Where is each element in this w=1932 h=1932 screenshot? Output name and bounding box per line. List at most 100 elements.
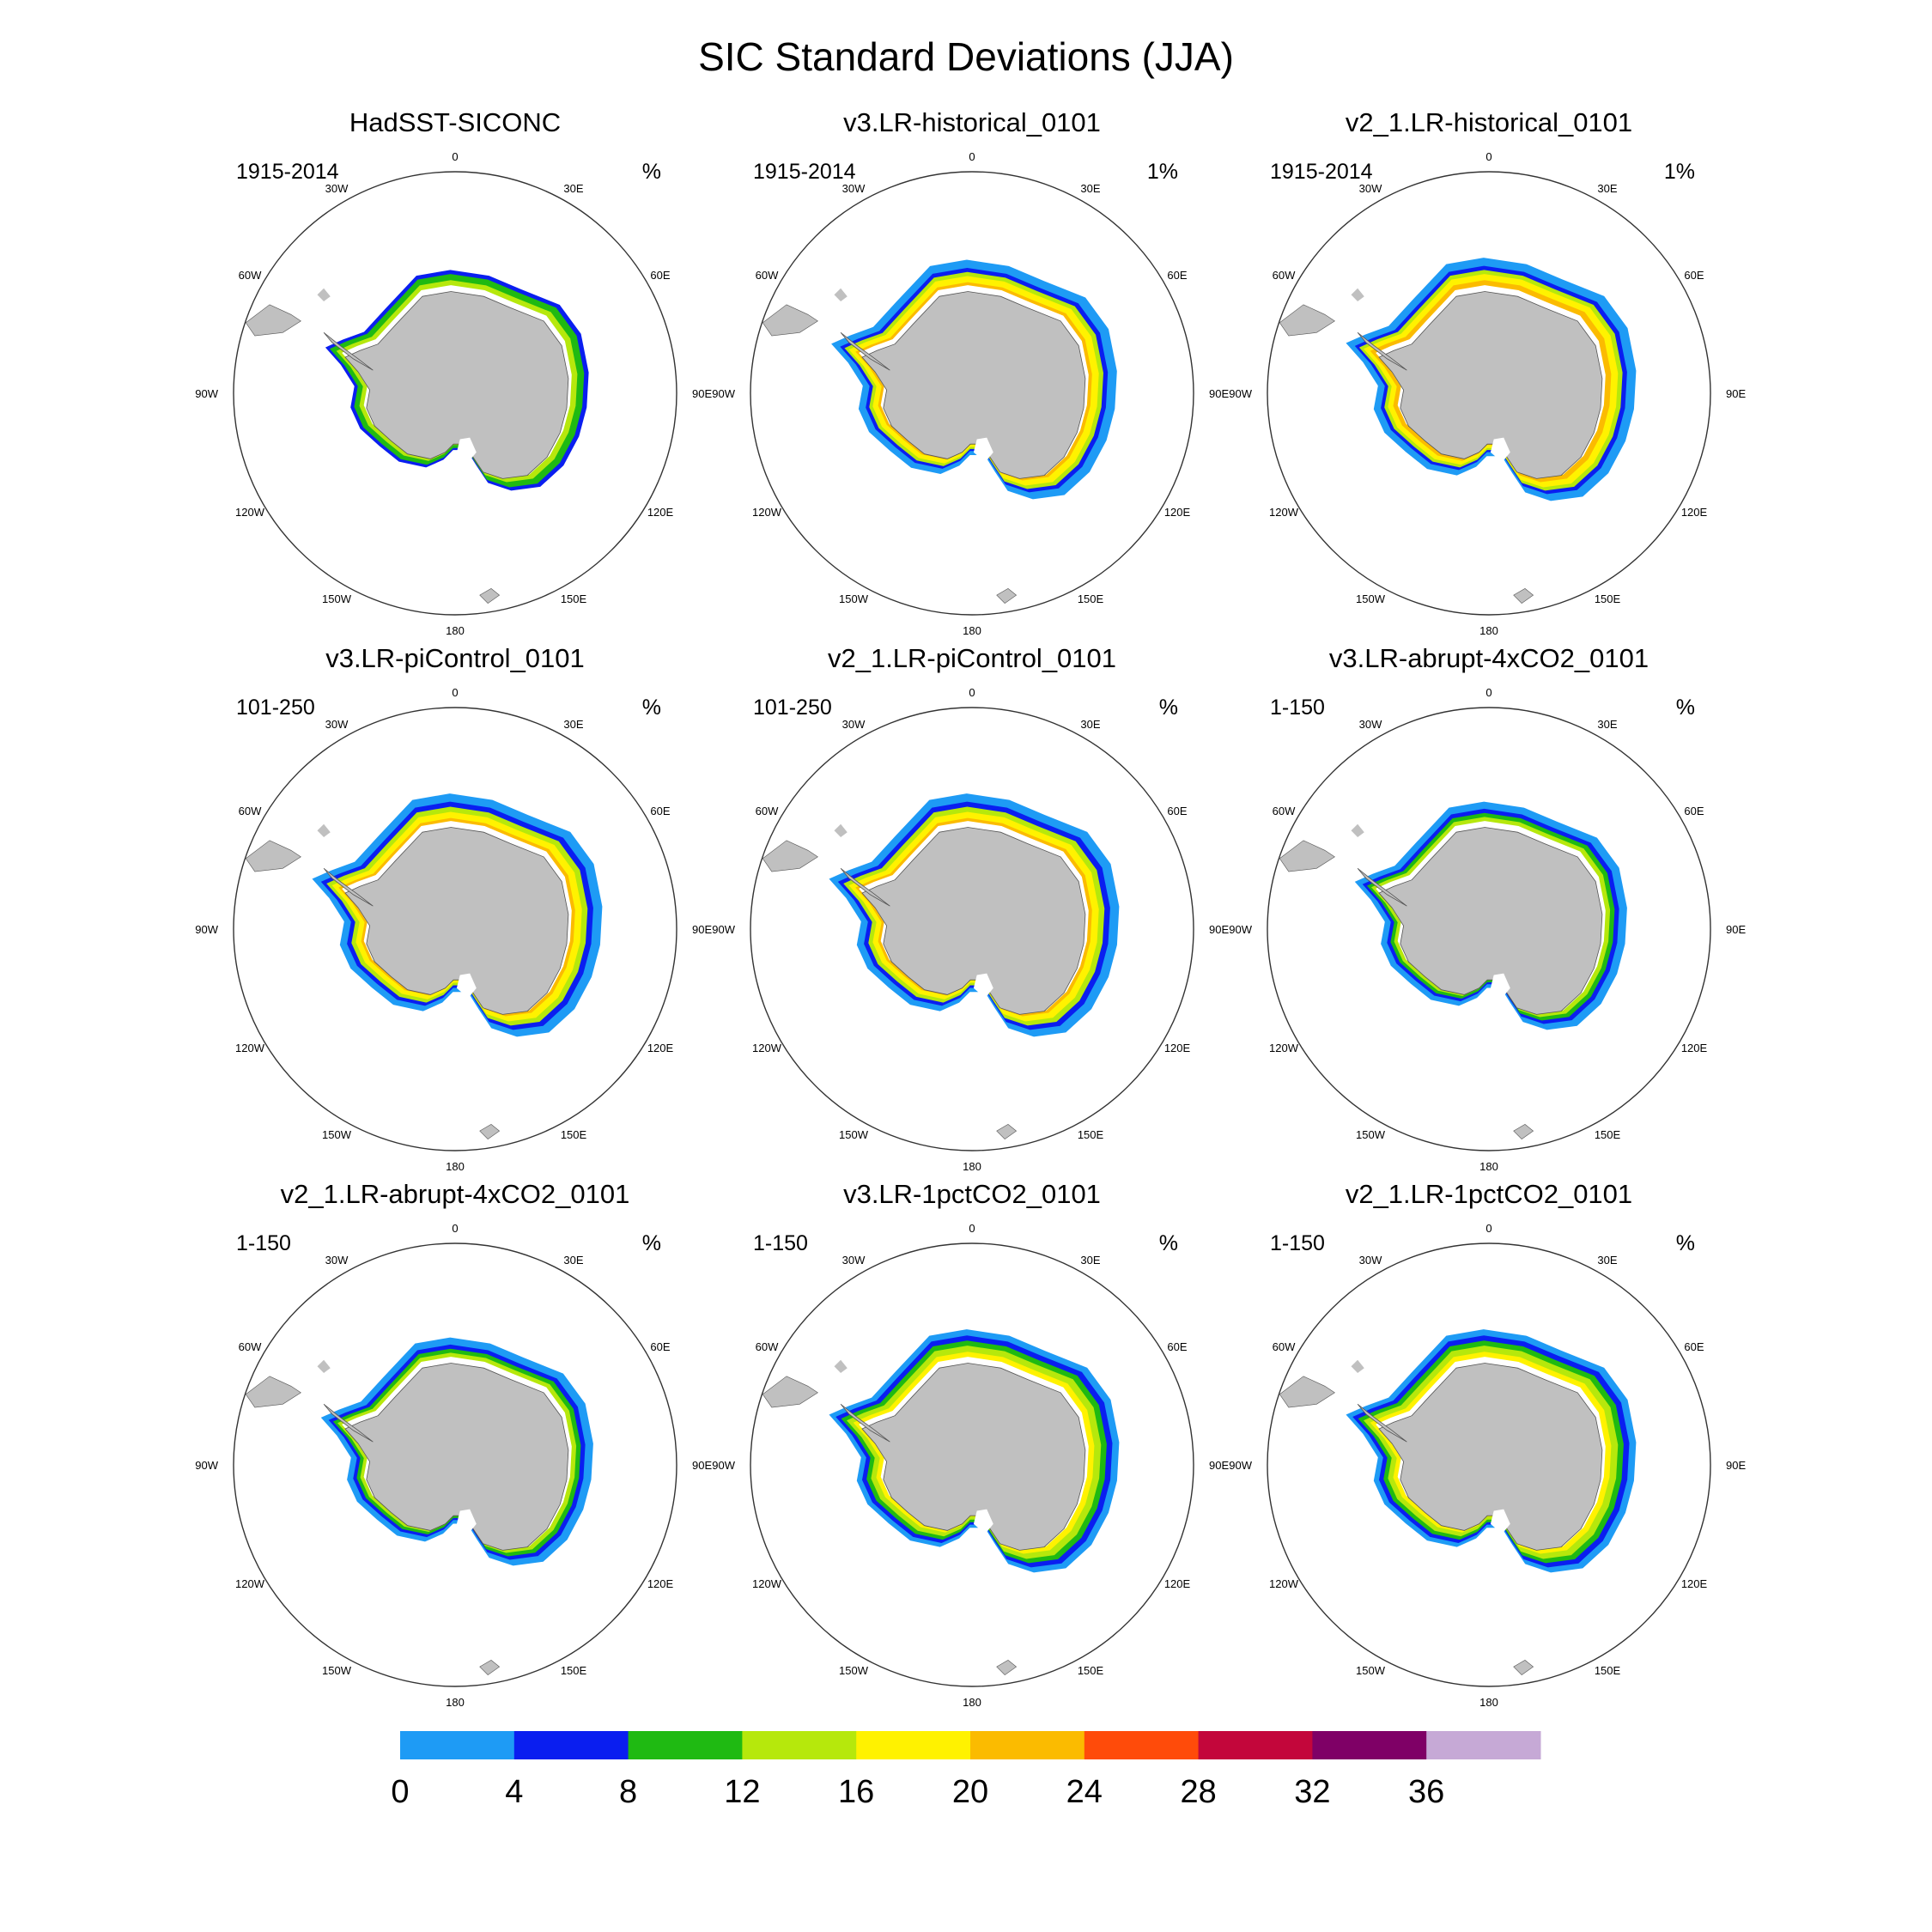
sea-ice-field bbox=[234, 708, 677, 1151]
new-zealand-land bbox=[479, 1124, 501, 1139]
map-boundary bbox=[750, 1242, 1194, 1687]
longitude-label: 30E bbox=[563, 1254, 583, 1267]
longitude-label: 0 bbox=[452, 1222, 458, 1235]
longitude-label: 60E bbox=[1684, 269, 1704, 282]
longitude-label: 90W bbox=[195, 1459, 218, 1472]
colorbar-tick-label: 4 bbox=[505, 1774, 523, 1810]
ross-ice-shelf bbox=[456, 973, 477, 999]
longitude-label: 90W bbox=[1229, 1459, 1252, 1472]
sea-ice-field bbox=[234, 1243, 677, 1686]
new-zealand-land bbox=[1513, 588, 1534, 604]
sea-ice-field bbox=[750, 1243, 1194, 1686]
new-zealand-land bbox=[479, 588, 501, 604]
colorbar-bin bbox=[400, 1731, 515, 1759]
panel-title: v3.LR-1pctCO2_0101 bbox=[843, 1179, 1101, 1209]
ross-ice-shelf bbox=[1490, 1509, 1510, 1534]
panel-period: 1-150 bbox=[1270, 696, 1325, 720]
ross-ice-shelf bbox=[456, 437, 477, 463]
island-land bbox=[834, 288, 848, 301]
south-america-land bbox=[762, 1376, 818, 1408]
longitude-label: 60W bbox=[1273, 805, 1296, 817]
panel-title: v2_1.LR-piControl_0101 bbox=[828, 643, 1116, 673]
longitude-label: 180 bbox=[963, 624, 981, 637]
longitude-label: 120E bbox=[1681, 506, 1708, 519]
map-panel: v3.LR-1pctCO2_0101 1-150 % 0 30E 60E 90E 120E 15… bbox=[712, 1179, 1229, 1709]
colorbar-bin bbox=[513, 1731, 629, 1759]
longitude-label: 150E bbox=[561, 1128, 587, 1141]
ross-ice-shelf bbox=[1490, 973, 1510, 999]
longitude-label: 180 bbox=[963, 1160, 981, 1173]
map-panel: v2_1.LR-1pctCO2_0101 1-150 % 0 30E 60E 90E 120E… bbox=[1229, 1179, 1746, 1709]
longitude-label: 30E bbox=[1080, 182, 1100, 195]
longitude-label: 120E bbox=[647, 1577, 674, 1590]
sea-ice-field bbox=[1267, 708, 1710, 1151]
longitude-label: 30W bbox=[325, 1254, 349, 1267]
longitude-label: 30W bbox=[325, 182, 349, 195]
antarctic-peninsula-land bbox=[323, 1403, 374, 1443]
longitude-label: 150W bbox=[1356, 1664, 1386, 1677]
map-boundary bbox=[750, 171, 1194, 616]
longitude-label: 60E bbox=[1167, 805, 1187, 817]
panel-units: % bbox=[642, 1231, 661, 1255]
panel-title: v2_1.LR-historical_0101 bbox=[1346, 107, 1632, 137]
panel-title: v2_1.LR-1pctCO2_0101 bbox=[1346, 1179, 1632, 1209]
panel-period: 1-150 bbox=[1270, 1231, 1325, 1255]
longitude-label: 30W bbox=[1359, 182, 1382, 195]
new-zealand-land bbox=[996, 1660, 1018, 1675]
longitude-label: 30E bbox=[1597, 182, 1617, 195]
longitude-label: 0 bbox=[969, 150, 975, 163]
panel-period: 1-150 bbox=[236, 1231, 291, 1255]
ross-ice-shelf bbox=[456, 1509, 477, 1534]
longitude-label: 0 bbox=[452, 150, 458, 163]
colorbar-bin bbox=[1312, 1731, 1427, 1759]
island-land bbox=[1351, 823, 1364, 837]
longitude-label: 90W bbox=[1229, 923, 1252, 936]
colorbar-bin bbox=[1198, 1731, 1313, 1759]
ross-ice-shelf bbox=[973, 1509, 993, 1534]
longitude-label: 120E bbox=[647, 506, 674, 519]
longitude-label: 150E bbox=[561, 1664, 587, 1677]
longitude-label: 30W bbox=[1359, 718, 1382, 731]
panel-period: 1915-2014 bbox=[753, 160, 856, 184]
longitude-label: 60W bbox=[756, 805, 779, 817]
colorbar: 0 4 8 12 16 20 24 28 32 36 bbox=[391, 1731, 1541, 1810]
new-zealand-land bbox=[996, 588, 1018, 604]
longitude-label: 120W bbox=[235, 506, 265, 519]
island-land bbox=[317, 1359, 331, 1373]
colorbar-tick-label: 32 bbox=[1294, 1774, 1330, 1810]
map-boundary bbox=[1267, 707, 1711, 1151]
map-panel: v2_1.LR-historical_0101 1915-2014 1% 0 30E 60… bbox=[1229, 107, 1746, 637]
longitude-label: 90W bbox=[712, 1459, 735, 1472]
longitude-label: 30E bbox=[1080, 1254, 1100, 1267]
island-land bbox=[834, 823, 848, 837]
longitude-label: 150E bbox=[1595, 1128, 1621, 1141]
longitude-label: 90W bbox=[195, 923, 218, 936]
longitude-label: 90E bbox=[692, 1459, 712, 1472]
panel-title: HadSST-SICONC bbox=[349, 107, 561, 137]
longitude-label: 90E bbox=[1726, 923, 1746, 936]
longitude-label: 180 bbox=[1479, 1160, 1498, 1173]
longitude-label: 120E bbox=[1164, 1042, 1191, 1054]
longitude-label: 150E bbox=[1595, 1664, 1621, 1677]
longitude-label: 60W bbox=[239, 269, 262, 282]
antarctic-peninsula-land bbox=[840, 331, 890, 371]
map-panel: v2_1.LR-abrupt-4xCO2_0101 1-150 % 0 30E 60E 90… bbox=[195, 1179, 712, 1709]
longitude-label: 60W bbox=[1273, 1340, 1296, 1353]
longitude-label: 60W bbox=[239, 805, 262, 817]
antarctic-peninsula-land bbox=[1357, 1403, 1407, 1443]
longitude-label: 90E bbox=[1726, 387, 1746, 400]
colorbar-tick-label: 24 bbox=[1066, 1774, 1103, 1810]
longitude-label: 90W bbox=[712, 923, 735, 936]
panel-period: 101-250 bbox=[236, 696, 315, 720]
longitude-label: 30E bbox=[1080, 718, 1100, 731]
longitude-label: 150W bbox=[1356, 1128, 1386, 1141]
map-panel: HadSST-SICONC 1915-2014 % 0 30E 60E 90E 120E 150… bbox=[195, 107, 712, 637]
antarctic-peninsula-land bbox=[840, 867, 890, 907]
longitude-label: 30E bbox=[1597, 1254, 1617, 1267]
map-boundary bbox=[1267, 1242, 1711, 1687]
longitude-label: 90W bbox=[712, 387, 735, 400]
panel-units: % bbox=[642, 160, 661, 184]
colorbar-tick-label: 12 bbox=[724, 1774, 760, 1810]
new-zealand-land bbox=[996, 1124, 1018, 1139]
